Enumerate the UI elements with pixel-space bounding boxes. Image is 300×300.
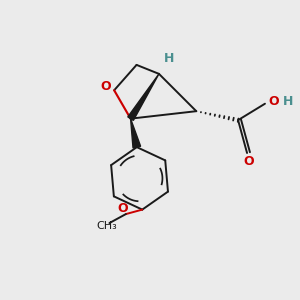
Text: O: O bbox=[243, 155, 254, 168]
Text: O: O bbox=[100, 80, 110, 93]
Text: O: O bbox=[118, 202, 128, 215]
Text: H: H bbox=[283, 95, 293, 108]
Polygon shape bbox=[128, 74, 159, 120]
Text: O: O bbox=[268, 95, 279, 108]
Text: H: H bbox=[164, 52, 175, 65]
Polygon shape bbox=[130, 118, 141, 148]
Text: CH₃: CH₃ bbox=[96, 221, 117, 231]
